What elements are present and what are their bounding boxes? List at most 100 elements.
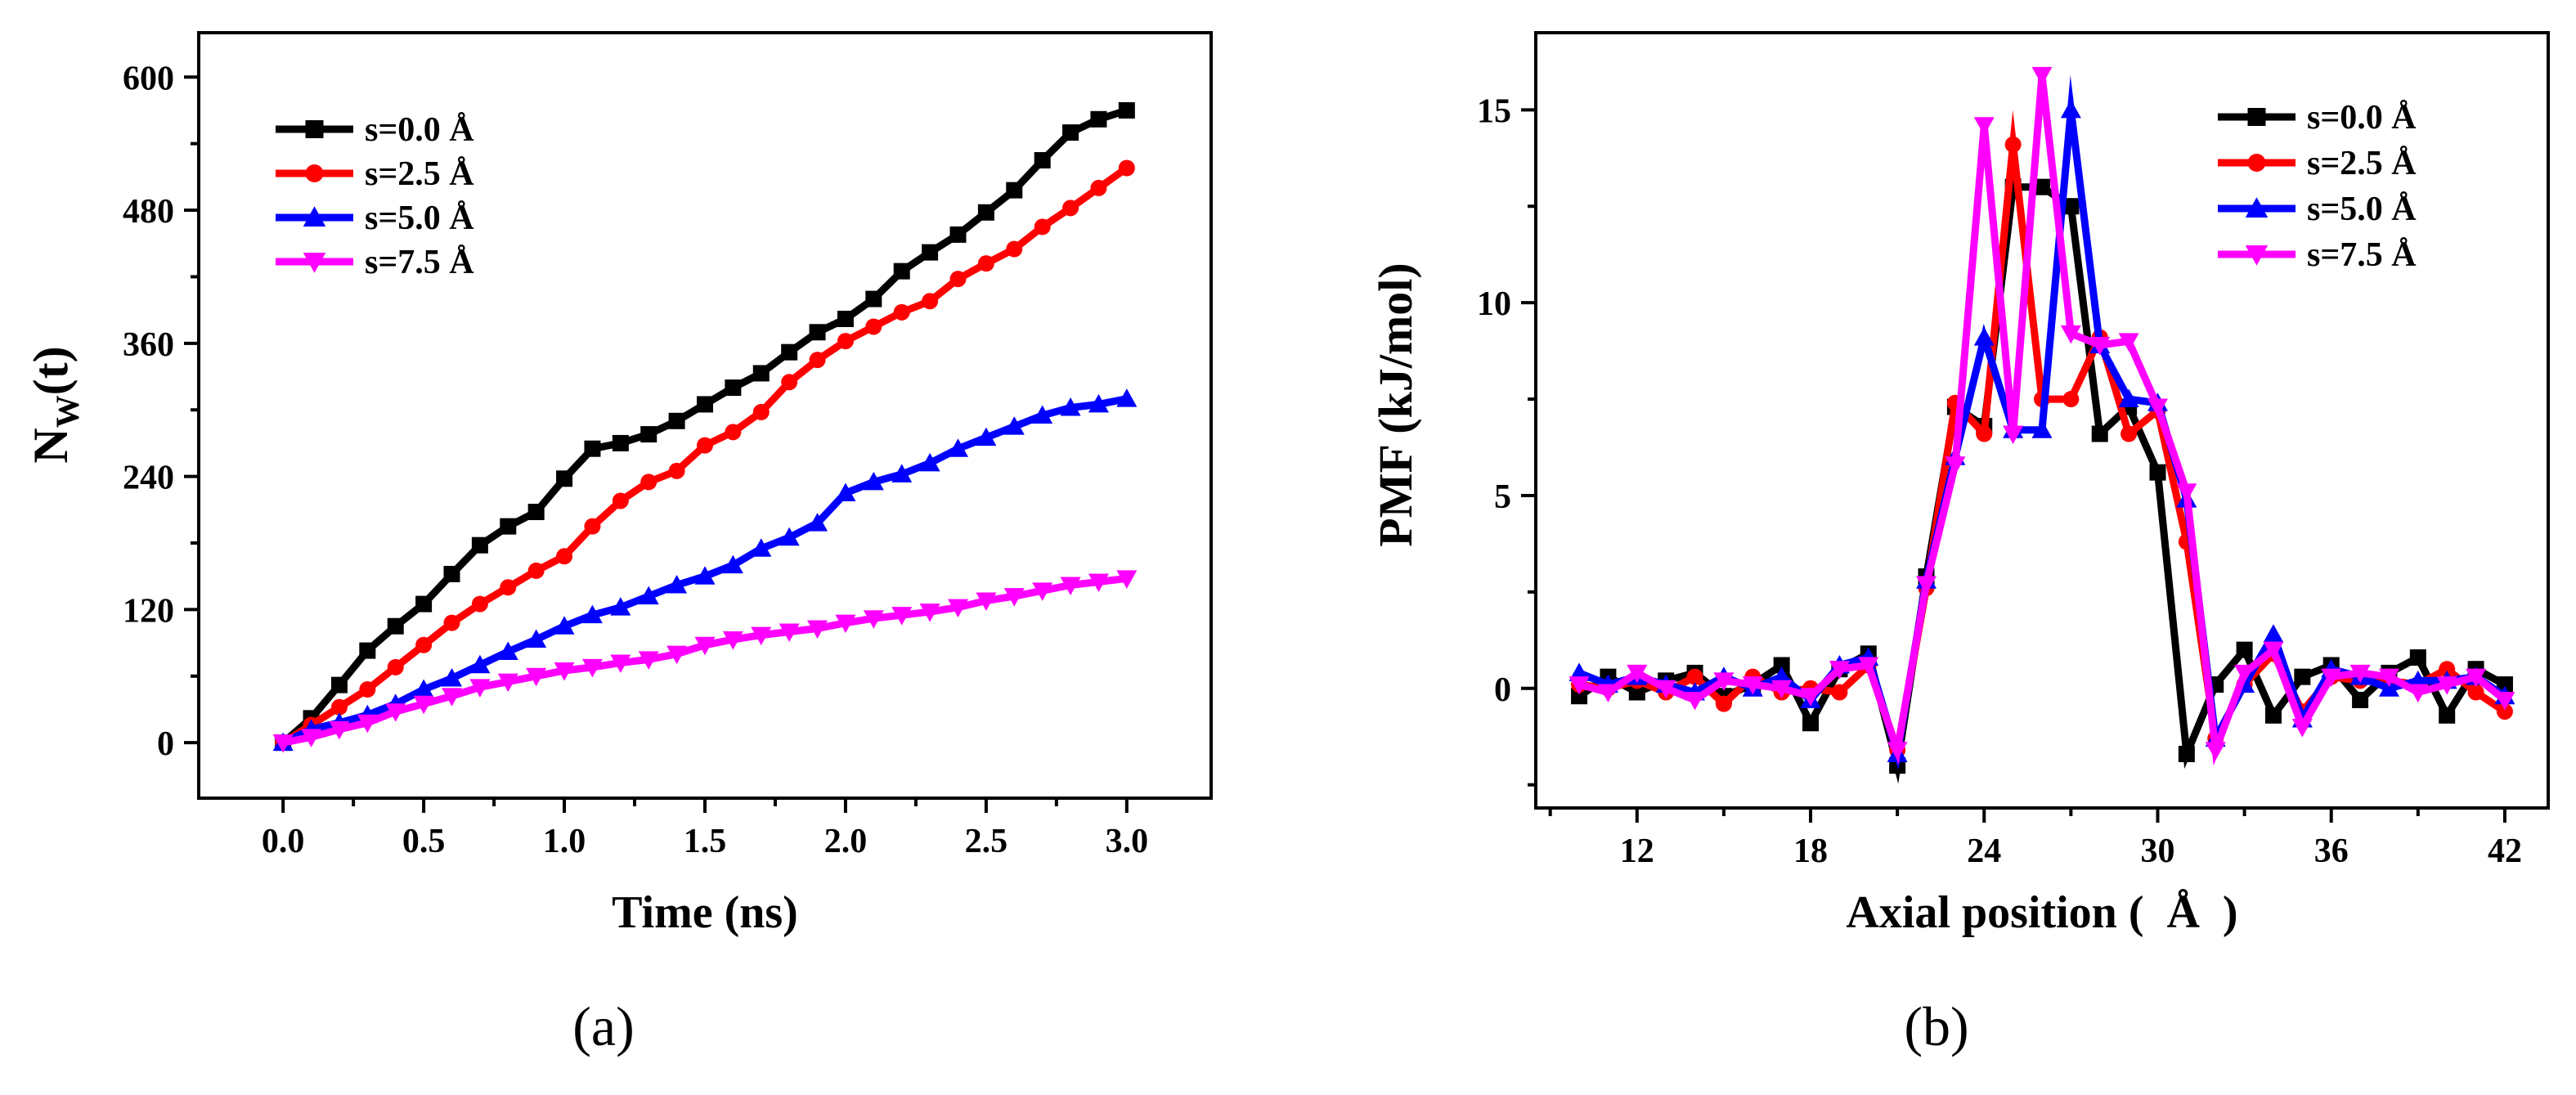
data-point-b-0 xyxy=(1571,688,1588,705)
data-point-a-1 xyxy=(837,333,854,350)
data-point-b-0 xyxy=(2149,464,2166,481)
data-point-b-2 xyxy=(2060,99,2081,119)
data-point-a-3 xyxy=(357,714,378,734)
data-point-a-1 xyxy=(1090,179,1107,196)
series-a-1 xyxy=(275,159,1135,752)
data-point-b-3 xyxy=(2378,668,2399,688)
data-point-b-3 xyxy=(1627,664,1648,684)
data-point-a-1 xyxy=(1062,200,1079,217)
x-tick-label-a: 1.0 xyxy=(543,823,586,860)
x-tick-label-a: 0.0 xyxy=(262,823,305,860)
data-point-b-0 xyxy=(2352,691,2369,708)
data-point-b-3 xyxy=(2060,325,2081,344)
data-point-a-2 xyxy=(413,679,434,698)
data-point-b-3 xyxy=(1597,684,1618,703)
legend-a: s=0.0 Å s=2.5 Å s=5.0 Å s=7.5 Å xyxy=(276,111,474,281)
data-point-a-0 xyxy=(668,412,685,429)
data-point-a-1 xyxy=(865,318,882,335)
plot-frame-b xyxy=(1534,31,2550,810)
data-point-a-2 xyxy=(863,471,884,491)
data-point-a-2 xyxy=(1003,416,1025,435)
data-point-b-3 xyxy=(2147,398,2168,417)
data-point-a-3 xyxy=(469,679,491,698)
data-point-a-2 xyxy=(835,482,856,501)
data-point-b-0 xyxy=(2091,425,2108,442)
data-point-b-3 xyxy=(1973,117,1995,136)
data-point-b-3 xyxy=(1568,676,1590,695)
data-point-b-3 xyxy=(2003,425,2024,445)
x-tick-label-a: 3.0 xyxy=(1106,823,1149,860)
chart-panel-a: 0.0 0.5 1.0 1.5 2.0 2.5 3.0 0 120 240 360 480 600 s=… xyxy=(24,31,1213,1057)
data-point-a-1 xyxy=(640,473,657,491)
data-point-a-3 xyxy=(1003,588,1025,607)
data-point-a-2 xyxy=(610,597,631,616)
data-point-a-1 xyxy=(977,255,994,272)
data-point-a-2 xyxy=(469,654,491,674)
data-point-a-1 xyxy=(387,658,404,675)
data-point-b-1 xyxy=(2439,661,2456,678)
series-b-3 xyxy=(1568,66,2515,766)
data-point-a-1 xyxy=(781,374,798,391)
data-point-a-1 xyxy=(893,303,910,321)
legend-marker-b-0 xyxy=(2247,108,2266,126)
legend-marker-a-2 xyxy=(303,206,326,227)
y-tick-label-a: 480 xyxy=(123,193,174,231)
data-point-b-0 xyxy=(2409,649,2426,666)
data-point-a-3 xyxy=(638,651,659,670)
data-point-b-1 xyxy=(2120,425,2138,442)
data-point-b-1 xyxy=(1715,695,1732,712)
data-point-a-1 xyxy=(330,698,348,716)
data-point-b-3 xyxy=(2466,668,2487,688)
data-point-b-1 xyxy=(2467,684,2484,701)
legend-marker-a-1 xyxy=(305,164,324,182)
data-point-b-3 xyxy=(2321,668,2342,688)
data-point-b-2 xyxy=(2031,420,2053,438)
data-point-a-0 xyxy=(1034,152,1051,168)
chart-panel-b: 12 18 24 30 36 42 0 5 10 15 s=0.0 Å s=2.5 Å s=5.0 Å… xyxy=(1369,31,2550,1057)
data-point-a-0 xyxy=(1062,124,1079,141)
panel-label-a: (a) xyxy=(572,995,634,1057)
y-tick-label-b: 10 xyxy=(1477,285,1511,323)
data-point-a-1 xyxy=(471,595,488,613)
legend-marker-a-0 xyxy=(305,120,324,138)
data-point-b-1 xyxy=(1686,668,1703,685)
y-tick-label-b: 0 xyxy=(1494,671,1511,709)
data-point-a-0 xyxy=(471,536,488,554)
data-point-a-3 xyxy=(1060,577,1081,596)
data-point-a-2 xyxy=(1116,388,1138,407)
data-point-b-1 xyxy=(1831,684,1848,701)
data-point-a-3 xyxy=(1116,570,1138,589)
y-tick-label-a: 600 xyxy=(123,60,174,97)
data-point-a-3 xyxy=(272,734,294,753)
data-point-b-1 xyxy=(2004,136,2022,153)
data-point-a-1 xyxy=(725,424,742,441)
data-point-a-0 xyxy=(387,617,404,635)
data-point-a-0 xyxy=(837,310,854,327)
data-point-a-2 xyxy=(554,616,575,635)
data-point-b-3 xyxy=(2205,742,2226,761)
y-axis-label-a-tail: (t) xyxy=(24,346,78,395)
data-point-a-1 xyxy=(1034,218,1051,236)
legend-label-a-1: s=2.5 Å xyxy=(365,155,474,193)
y-tick-label-b: 5 xyxy=(1494,478,1511,516)
x-tick-label-b: 12 xyxy=(1620,832,1654,870)
data-point-a-2 xyxy=(751,538,772,557)
data-point-a-3 xyxy=(863,610,884,629)
data-point-a-3 xyxy=(722,631,743,650)
x-tick-label-b: 30 xyxy=(2140,832,2174,870)
data-point-a-3 xyxy=(413,695,434,715)
data-point-a-2 xyxy=(1088,393,1109,413)
data-point-b-0 xyxy=(2496,676,2513,693)
legend-marker-b-2 xyxy=(2245,197,2269,218)
data-point-a-3 xyxy=(385,703,406,722)
data-point-a-3 xyxy=(442,688,462,707)
x-tick-label-b: 18 xyxy=(1793,832,1828,870)
legend-label-b-3: s=7.5 Å xyxy=(2307,236,2417,274)
data-point-a-3 xyxy=(751,626,772,646)
data-point-b-3 xyxy=(1685,691,1706,711)
data-point-a-1 xyxy=(527,562,545,579)
data-point-a-3 xyxy=(554,662,575,681)
data-point-a-3 xyxy=(329,720,350,740)
data-point-a-0 xyxy=(752,365,770,382)
y-axis-label-a-main: N xyxy=(24,428,78,463)
